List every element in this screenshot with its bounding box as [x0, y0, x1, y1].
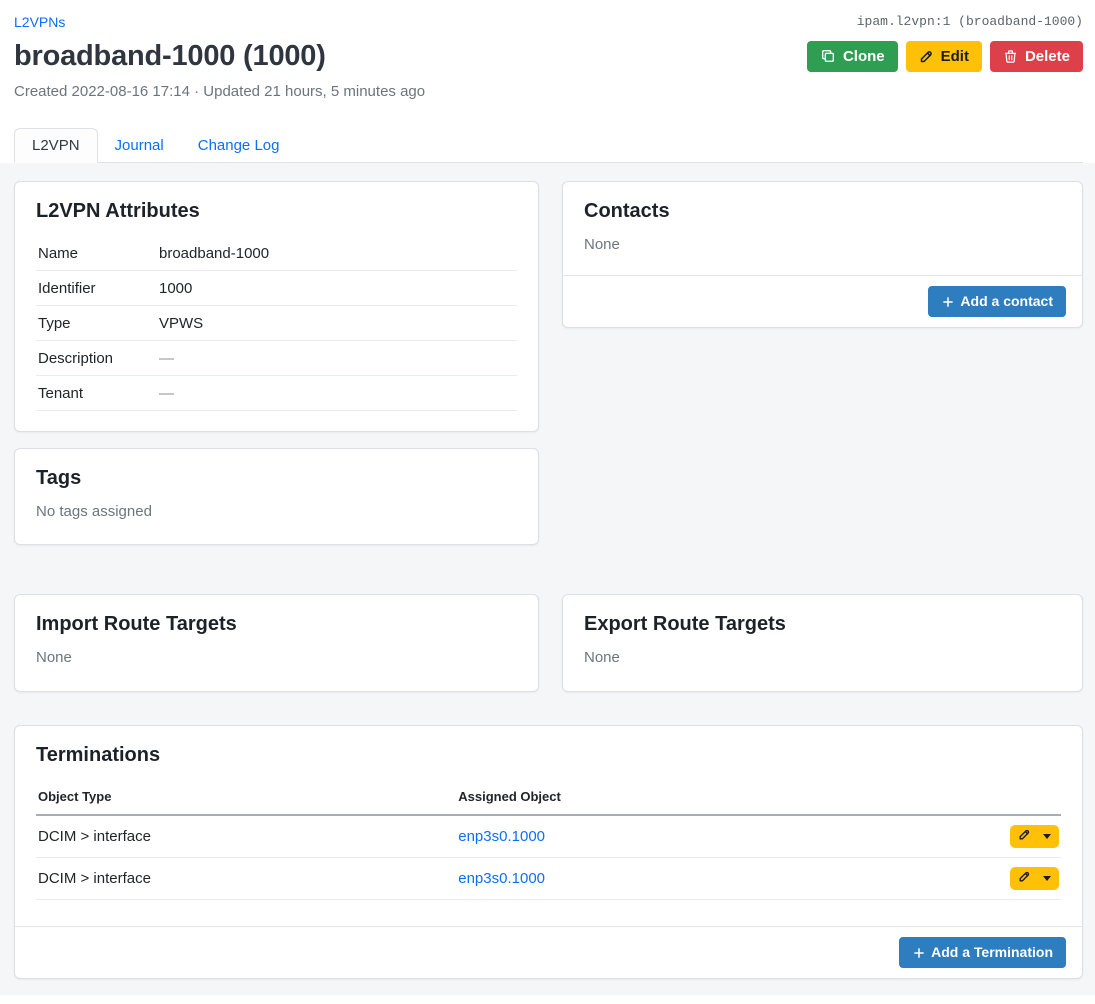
add-contact-button[interactable]: Add a contact: [928, 286, 1066, 317]
page-header: L2VPNs ipam.l2vpn:1 (broadband-1000) bro…: [0, 0, 1095, 163]
attribute-value: broadband-1000: [157, 236, 517, 271]
clone-button-label: Clone: [842, 47, 885, 65]
termination-dropdown-toggle[interactable]: [1039, 825, 1059, 848]
terminations-header-row: Object Type Assigned Object: [36, 780, 1061, 816]
l2vpn-attributes-card: L2VPN Attributes Name broadband-1000 Ide…: [14, 181, 539, 432]
attribute-label: Description: [36, 340, 157, 376]
termination-row: DCIM > interface enp3s0.1000: [36, 815, 1061, 858]
termination-object-type: DCIM > interface: [36, 857, 457, 900]
attribute-row: Identifier 1000: [36, 270, 517, 306]
export-route-targets-title: Export Route Targets: [584, 613, 786, 635]
column-header-object-type: Object Type: [36, 780, 457, 816]
tags-card: Tags No tags assigned: [14, 448, 539, 545]
pencil-icon: [919, 49, 934, 64]
attribute-label: Type: [36, 305, 157, 341]
import-route-targets-empty-text: None: [36, 649, 72, 666]
caret-down-icon: [1043, 876, 1051, 881]
l2vpn-attributes-title: L2VPN Attributes: [36, 200, 200, 222]
breadcrumb-l2vpns[interactable]: L2VPNs: [14, 14, 66, 30]
created-updated-text: Created 2022-08-16 17:14 · Updated 21 ho…: [14, 83, 426, 100]
l2vpn-attributes-table: Name broadband-1000 Identifier 1000 Type…: [36, 236, 517, 411]
termination-dropdown-toggle[interactable]: [1039, 867, 1059, 890]
trash-icon: [1003, 49, 1018, 64]
attribute-value: —: [157, 375, 517, 411]
delete-button-label: Delete: [1024, 47, 1070, 65]
add-termination-button[interactable]: Add a Termination: [899, 937, 1066, 968]
attribute-label: Tenant: [36, 375, 157, 411]
tags-title: Tags: [36, 467, 82, 489]
contacts-empty-text: None: [584, 236, 620, 253]
import-route-targets-card: Import Route Targets None: [14, 594, 539, 692]
column-header-actions: [991, 780, 1061, 816]
content-area: L2VPN Attributes Name broadband-1000 Ide…: [0, 163, 1095, 995]
termination-edit-button[interactable]: [1010, 867, 1039, 890]
attribute-row: Type VPWS: [36, 305, 517, 341]
action-buttons: Clone Edit Delete: [806, 40, 1083, 72]
column-header-assigned-object: Assigned Object: [456, 780, 991, 816]
export-route-targets-empty-text: None: [584, 649, 620, 666]
attribute-value: —: [157, 340, 517, 376]
attribute-label: Identifier: [36, 270, 157, 306]
plus-icon: [912, 946, 926, 960]
attribute-row: Name broadband-1000: [36, 236, 517, 271]
page-title: broadband-1000 (1000): [14, 40, 326, 72]
edit-button-label: Edit: [940, 47, 969, 65]
export-route-targets-card: Export Route Targets None: [562, 594, 1083, 692]
import-route-targets-title: Import Route Targets: [36, 613, 237, 635]
termination-edit-button[interactable]: [1010, 825, 1039, 848]
pencil-icon: [1018, 828, 1031, 845]
caret-down-icon: [1043, 834, 1051, 839]
terminations-card: Terminations Object Type Assigned Object…: [14, 725, 1083, 979]
pencil-icon: [1018, 870, 1031, 887]
assigned-object-link[interactable]: enp3s0.1000: [458, 828, 545, 845]
add-contact-button-label: Add a contact: [960, 293, 1053, 309]
clone-button[interactable]: Clone: [806, 40, 898, 72]
termination-edit-button-group: [1010, 867, 1059, 890]
object-meta: ipam.l2vpn:1 (broadband-1000): [856, 14, 1083, 29]
tags-empty-text: No tags assigned: [36, 503, 152, 520]
tab-l2vpn[interactable]: L2VPN: [14, 128, 98, 163]
termination-object-type: DCIM > interface: [36, 815, 457, 858]
termination-edit-button-group: [1010, 825, 1059, 848]
edit-button[interactable]: Edit: [905, 40, 982, 72]
tab-journal[interactable]: Journal: [114, 137, 164, 154]
terminations-card-footer: Add a Termination: [15, 926, 1082, 978]
assigned-object-link[interactable]: enp3s0.1000: [458, 870, 545, 887]
add-termination-button-label: Add a Termination: [931, 944, 1053, 960]
attribute-value: VPWS: [157, 305, 517, 341]
terminations-title: Terminations: [36, 744, 161, 766]
plus-icon: [941, 295, 955, 309]
delete-button[interactable]: Delete: [989, 40, 1083, 72]
tab-change-log[interactable]: Change Log: [197, 137, 280, 154]
copy-icon: [820, 48, 836, 64]
terminations-table: Object Type Assigned Object DCIM > inter…: [36, 780, 1061, 900]
termination-row: DCIM > interface enp3s0.1000: [36, 857, 1061, 900]
contacts-title: Contacts: [584, 200, 670, 222]
contacts-card-footer: Add a contact: [563, 275, 1082, 327]
attribute-row: Description —: [36, 340, 517, 376]
attribute-row: Tenant —: [36, 375, 517, 411]
contacts-card: Contacts None Add a contact: [562, 181, 1083, 328]
attribute-value: 1000: [157, 270, 517, 306]
tab-bar: L2VPN Journal Change Log: [14, 128, 1083, 163]
attribute-label: Name: [36, 236, 157, 271]
